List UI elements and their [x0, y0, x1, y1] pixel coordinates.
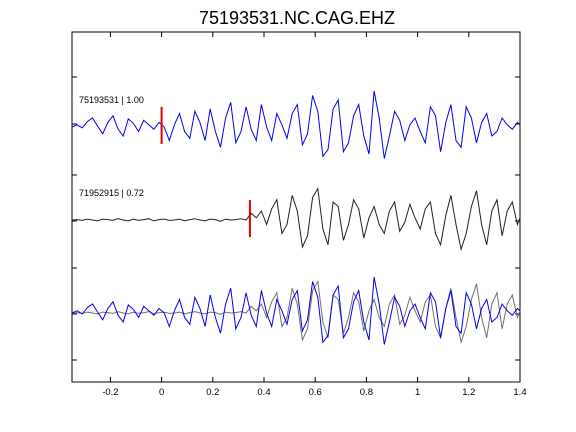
x-tick-label: 0	[159, 387, 164, 398]
trace-group: 75193531 | 1.00 71952915 | 0.72	[71, 90, 521, 345]
x-tick-label: 1	[415, 387, 420, 398]
y-tick-marks	[72, 76, 520, 361]
x-axis: -0.2 0 0.2 0.4 0.6 0.8 1 1.2 1.4	[102, 32, 527, 398]
x-tick-label: 0.4	[257, 387, 270, 398]
x-tick-label: 0.6	[309, 387, 322, 398]
trace-line-75193531	[71, 90, 521, 159]
trace-label-75193531: 75193531 | 1.00	[79, 95, 144, 105]
x-tick-label: 1.4	[513, 387, 526, 398]
overlay-trace-75193531	[71, 276, 521, 345]
chart-title: 75193531.NC.CAG.EHZ	[199, 8, 395, 28]
trace-line-71952915	[71, 186, 521, 252]
x-tick-label: 1.2	[462, 387, 475, 398]
x-tick-label: 0.2	[206, 387, 219, 398]
x-tick-label: 0.8	[360, 387, 373, 398]
x-tick-label: -0.2	[102, 387, 118, 398]
trace-label-71952915: 71952915 | 0.72	[79, 188, 144, 198]
